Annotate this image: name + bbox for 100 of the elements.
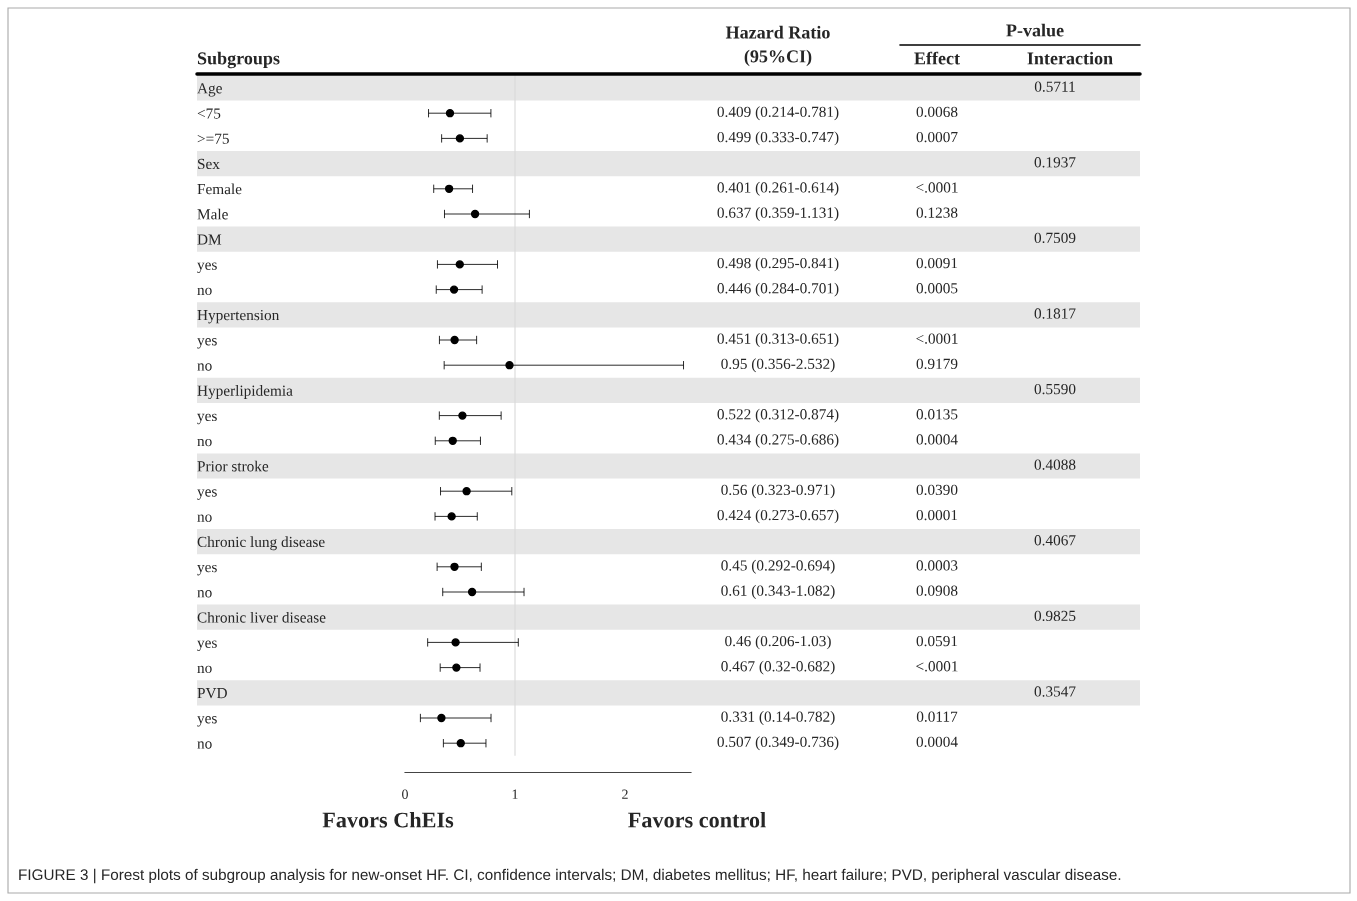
- point: [450, 335, 459, 345]
- point: [451, 638, 460, 647]
- text: 0.1238: [916, 207, 958, 218]
- y-tick-label: Male: [197, 208, 228, 220]
- y-tick-label: yes: [197, 716, 217, 727]
- text: 0.0001: [916, 509, 958, 521]
- text: 0.4088: [1034, 459, 1076, 470]
- data-label: 0.498 (0.295-0.841): [717, 257, 839, 272]
- x-tick-label: 1: [512, 789, 518, 799]
- y-tick-label: yes: [197, 262, 217, 273]
- data-label: 0.507 (0.349-0.736): [717, 736, 839, 751]
- text: 0.1817: [1034, 308, 1076, 319]
- text: 0.0390: [916, 484, 958, 496]
- data-label: 0.331 (0.14-0.782): [721, 711, 835, 725]
- text: 0.5590: [1034, 383, 1076, 395]
- text: <.0001: [916, 333, 958, 344]
- text: 0.0005: [916, 283, 958, 294]
- point: [470, 209, 480, 219]
- point: [448, 436, 457, 445]
- text: 0.3547: [1034, 686, 1076, 697]
- point: [449, 285, 459, 294]
- y-tick-label: Chronic liver disease: [197, 611, 326, 623]
- point: [452, 663, 461, 672]
- point: [456, 739, 465, 748]
- data-label: 0.637 (0.359-1.131): [717, 207, 839, 221]
- point: [455, 260, 464, 269]
- data-label: 0.401 (0.261-0.614): [717, 181, 839, 196]
- text: P-value: [1006, 23, 1064, 37]
- caption: FIGURE 3 | Forest plots of subgroup analysis for new-onset HF. CI, confidence intervals; DM, diabetes mellitus; HF, heart failure; PVD, peripheral vascular disease.: [19, 868, 1121, 884]
- y-tick-label: no: [197, 665, 212, 674]
- y-tick-label: Prior stroke: [197, 460, 269, 472]
- y-tick-label: yes: [197, 413, 217, 425]
- text: 0.1937: [1034, 157, 1076, 168]
- text: 0.0003: [916, 560, 958, 571]
- data-label: 0.61 (0.343-1.082): [721, 585, 835, 599]
- y-tick-label: no: [197, 514, 212, 522]
- y-tick-label: no: [197, 287, 212, 296]
- y-tick-label: >=75: [197, 133, 229, 144]
- y-tick-label: Age: [197, 83, 222, 97]
- text: 0.0091: [916, 257, 958, 269]
- text: 0.0908: [916, 585, 958, 596]
- text: 0.0135: [916, 409, 958, 420]
- data-label: 0.451 (0.313-0.651): [717, 333, 839, 347]
- data-label: 0.467 (0.32-0.682): [721, 660, 835, 675]
- text: <.0001: [916, 182, 958, 193]
- text: 0.4067: [1034, 535, 1076, 546]
- text: 0.9825: [1034, 610, 1076, 622]
- data-label: 0.45 (0.292-0.694): [721, 559, 835, 574]
- x-tick-label: 0: [402, 789, 408, 799]
- point: [444, 184, 454, 193]
- y-tick-label: no: [197, 363, 212, 371]
- y-tick-label: yes: [197, 338, 217, 349]
- text: <.0001: [916, 661, 958, 672]
- text: 0.5711: [1034, 81, 1075, 92]
- point: [450, 562, 459, 571]
- text: 0.0007: [916, 131, 958, 143]
- y-tick-label: no: [197, 438, 212, 447]
- text: 0.0068: [916, 106, 958, 118]
- y-tick-label: Hyperlipidemia: [197, 385, 293, 399]
- y-tick-label: Chronic lung disease: [197, 536, 325, 551]
- point: [437, 713, 446, 723]
- y-axis-title: Subgroups: [197, 51, 280, 69]
- y-tick-label: no: [197, 590, 212, 598]
- point: [455, 134, 465, 143]
- data-label: 0.46 (0.206-1.03): [725, 635, 831, 650]
- point: [445, 109, 455, 118]
- text: 0.0591: [916, 635, 958, 647]
- point: [505, 361, 514, 370]
- point: [447, 512, 456, 521]
- text: Favors ChEIs: [322, 811, 454, 828]
- point: [458, 411, 467, 420]
- data-label: 0.95 (0.356-2.532): [721, 358, 835, 373]
- y-tick-label: no: [197, 741, 212, 749]
- point: [462, 487, 471, 496]
- data-label: 0.522 (0.312-0.874): [717, 408, 839, 423]
- text: 0.9179: [916, 358, 958, 370]
- y-tick-label: DM: [197, 234, 222, 245]
- data-label: 0.409 (0.214-0.781): [717, 106, 839, 121]
- text: 0.7509: [1034, 232, 1076, 244]
- text: Favors control: [628, 811, 766, 828]
- data-label: 0.446 (0.284-0.701): [717, 282, 839, 297]
- text: 0.0117: [916, 711, 958, 722]
- text: Interaction: [1027, 51, 1113, 65]
- data-label: 0.424 (0.273-0.657): [717, 509, 839, 524]
- y-tick-label: yes: [197, 640, 217, 651]
- data-label: 0.56 (0.323-0.971): [721, 484, 835, 499]
- y-tick-label: Hypertension: [197, 309, 280, 324]
- text: Hazard Ratio (95%CI): [725, 25, 830, 67]
- data-label: 0.499 (0.333-0.747): [717, 131, 839, 146]
- y-tick-label: Female: [197, 183, 242, 195]
- x-tick-label: 2: [622, 789, 628, 799]
- y-tick-label: <75: [197, 108, 221, 119]
- y-tick-label: yes: [197, 489, 217, 500]
- y-tick-label: yes: [197, 564, 217, 576]
- y-tick-label: PVD: [197, 688, 227, 699]
- data-label: 0.434 (0.275-0.686): [717, 433, 839, 448]
- point: [467, 587, 477, 597]
- text: Effect: [914, 51, 960, 65]
- text: 0.0004: [916, 736, 958, 748]
- text: 0.0004: [916, 434, 958, 445]
